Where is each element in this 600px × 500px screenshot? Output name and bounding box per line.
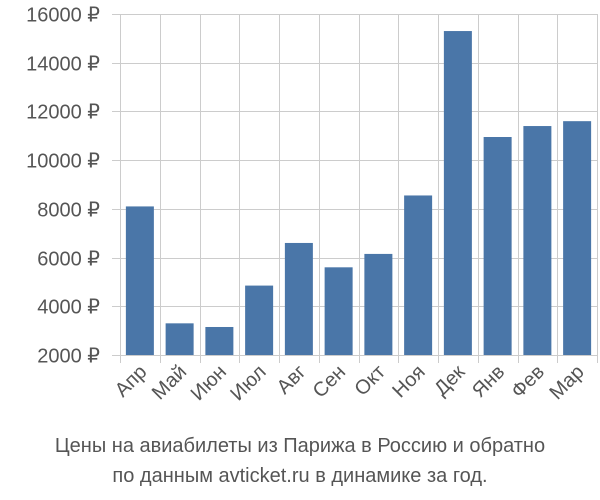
chart-caption-line-2: по данным avticket.ru в динамике за год. [112, 465, 488, 487]
bar [364, 253, 393, 355]
bar [324, 267, 353, 355]
bar [245, 285, 274, 355]
bars-layer [125, 31, 592, 356]
y-tick-label: 8000 ₽ [37, 200, 100, 222]
x-tick-label: Апр [111, 361, 152, 402]
bar [404, 195, 433, 355]
bar [523, 126, 552, 356]
bar [443, 31, 472, 356]
y-tick-label: 14000 ₽ [26, 54, 100, 76]
x-tick-label: Ноя [388, 361, 429, 402]
x-tick-label: Май [148, 361, 191, 404]
x-tick-label: Сен [309, 361, 350, 402]
y-tick-label: 4000 ₽ [37, 297, 100, 319]
bar [483, 137, 512, 355]
chart-caption-line-1: Цены на авиабилеты из Парижа в Россию и … [54, 435, 546, 457]
bar [125, 206, 154, 355]
y-tick-label: 16000 ₽ [26, 5, 100, 27]
x-tick-label: Авг [273, 361, 311, 399]
x-tick-label: Фев [507, 361, 549, 403]
y-tick-label: 12000 ₽ [26, 102, 100, 124]
x-tick-label: Июл [226, 361, 270, 405]
y-axis-labels: 2000 ₽ 4000 ₽ 6000 ₽ 8000 ₽ 10000 ₽ 12000 ₽ 14… [26, 5, 100, 368]
grid-layer [112, 14, 598, 363]
x-tick-label: Июн [187, 361, 231, 405]
x-tick-label: Мар [545, 361, 588, 404]
bar [284, 242, 313, 355]
bar [563, 121, 592, 356]
x-tick-label: Окт [351, 361, 390, 400]
y-tick-label: 10000 ₽ [26, 151, 100, 173]
y-tick-label: 2000 ₽ [37, 346, 100, 368]
bar [205, 326, 234, 355]
x-tick-label: Дек [430, 361, 469, 400]
y-tick-label: 6000 ₽ [37, 249, 100, 271]
x-tick-label: Янв [468, 361, 509, 402]
bar [165, 323, 194, 355]
